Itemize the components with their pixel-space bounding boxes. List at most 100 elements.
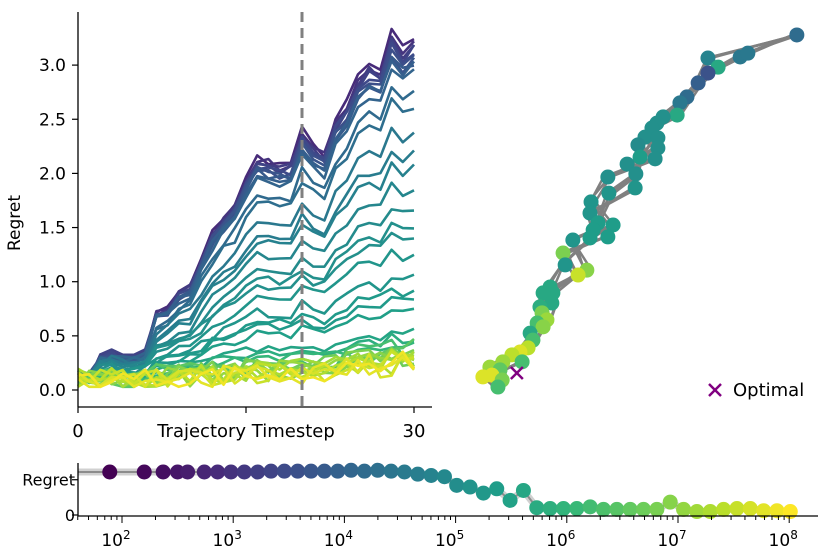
x-tick-exponent: 6 xyxy=(568,528,576,542)
x-tick-label: 106 xyxy=(546,528,575,551)
regret-point xyxy=(742,501,758,517)
trajectory-line xyxy=(77,355,415,389)
regret-point xyxy=(316,463,332,479)
regret-point xyxy=(155,464,171,480)
x-tick-base: 10 xyxy=(769,531,791,551)
regret-point xyxy=(649,501,665,517)
embedding-point xyxy=(630,137,646,153)
regret-point xyxy=(102,464,118,480)
regret-point xyxy=(343,462,359,478)
embedding-point xyxy=(669,107,685,123)
regret-point xyxy=(462,479,478,495)
regret-point xyxy=(622,501,638,517)
regret-point xyxy=(515,482,531,498)
x-tick-exponent: 2 xyxy=(123,528,131,542)
regret-point xyxy=(689,504,705,520)
left-x-axis-label: Trajectory Timestep xyxy=(156,421,335,442)
trajectory-line xyxy=(77,350,416,389)
x-tick-exponent: 5 xyxy=(457,528,465,542)
embedding-point xyxy=(789,27,805,43)
regret-trajectory-plot: 0.0 0.5 1.0 1.5 2.0 2.5 3.0 0 30 Trajectory Time… xyxy=(5,12,432,442)
embedding-point xyxy=(690,75,706,91)
x-tick-label: 105 xyxy=(435,528,464,551)
regret-point xyxy=(396,464,412,480)
x-tick-label: 0 xyxy=(72,421,83,442)
x-tick-exponent: 4 xyxy=(345,528,353,542)
embedding-point xyxy=(544,295,560,311)
regret-point xyxy=(542,501,558,517)
embedding-point xyxy=(582,230,598,246)
left-ticks: 0.0 0.5 1.0 1.5 2.0 2.5 3.0 0 30 xyxy=(39,56,426,442)
x-tick-label: 107 xyxy=(657,528,686,551)
embedding-points xyxy=(475,27,805,395)
regret-point xyxy=(609,501,625,517)
embedding-point xyxy=(647,151,663,167)
regret-point xyxy=(449,477,465,493)
embedding-point xyxy=(570,267,586,283)
embedding-point xyxy=(490,379,506,395)
embedding-point xyxy=(632,149,648,165)
regret-point xyxy=(276,463,292,479)
regret-point xyxy=(303,463,319,479)
x-tick-base: 10 xyxy=(657,531,679,551)
regret-point xyxy=(423,467,439,483)
regret-point xyxy=(756,503,772,519)
embedding-point xyxy=(700,50,716,66)
embedding-point xyxy=(583,194,599,210)
regret-point xyxy=(569,501,585,517)
regret-point xyxy=(436,469,452,485)
regret-point xyxy=(555,501,571,517)
regret-point xyxy=(370,462,386,478)
embedding-point xyxy=(605,217,621,233)
embedding-point xyxy=(555,245,571,261)
embedding-point xyxy=(628,166,644,182)
x-tick-exponent: 8 xyxy=(790,528,798,542)
y-tick-label: 2.0 xyxy=(39,164,66,184)
embedding-path-line xyxy=(500,33,794,388)
x-tick-label: 102 xyxy=(101,528,130,551)
regret-point xyxy=(702,504,718,520)
regret-point xyxy=(196,464,212,480)
embedding-point xyxy=(619,156,635,172)
regret-point xyxy=(769,503,785,519)
regret-points xyxy=(102,462,798,520)
y-tick-label: 0.5 xyxy=(39,327,66,347)
legend-x-marker-icon xyxy=(708,383,722,397)
trajectory-line xyxy=(77,97,415,378)
trajectory-line xyxy=(77,149,415,377)
embedding-point xyxy=(700,65,716,81)
x-tick-base: 10 xyxy=(101,531,123,551)
regret-point xyxy=(330,463,346,479)
embedding-point xyxy=(672,95,688,111)
regret-point xyxy=(223,464,239,480)
x-tick-exponent: 7 xyxy=(679,528,687,542)
embedding-scatter-plot: Optimal xyxy=(475,27,805,401)
x-tick-label: 103 xyxy=(213,528,242,551)
x-tick-base: 10 xyxy=(324,531,346,551)
embedding-point xyxy=(740,45,756,61)
x-tick-label: 104 xyxy=(324,528,353,551)
optimal-x-stroke xyxy=(509,366,524,380)
regret-point xyxy=(356,463,372,479)
regret-point xyxy=(529,500,545,516)
y-tick-label: 2.5 xyxy=(39,110,66,130)
trajectory-lines xyxy=(76,27,416,389)
embedding-point xyxy=(600,169,616,185)
x-tick-label: 108 xyxy=(769,528,798,551)
y-tick-label: 0.0 xyxy=(39,381,66,401)
regret-point xyxy=(290,463,306,479)
regret-point xyxy=(210,464,226,480)
y-tick-label: 1.5 xyxy=(39,219,66,239)
regret-point xyxy=(180,464,196,480)
regret-point xyxy=(582,499,598,515)
regret-point xyxy=(263,463,279,479)
trajectory-line xyxy=(77,287,415,383)
x-tick-base: 10 xyxy=(546,531,568,551)
y-tick-label: Regret xyxy=(22,471,75,490)
regret-point xyxy=(782,504,798,520)
left-y-axis-label: Regret xyxy=(5,195,25,251)
trajectory-line xyxy=(77,248,415,381)
